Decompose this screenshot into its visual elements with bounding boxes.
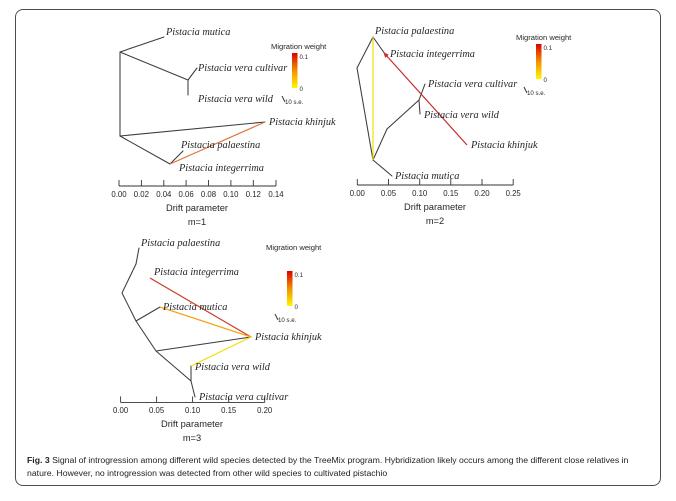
svg-text:Pistacia khinjuk: Pistacia khinjuk: [254, 332, 322, 343]
svg-text:0.05: 0.05: [149, 406, 165, 415]
svg-text:0.20: 0.20: [257, 406, 273, 415]
svg-text:m=3: m=3: [183, 433, 201, 443]
svg-text:0: 0: [300, 86, 304, 93]
svg-text:Pistacia palaestina: Pistacia palaestina: [180, 140, 260, 151]
svg-text:0.15: 0.15: [443, 189, 459, 198]
svg-text:Pistacia vera wild: Pistacia vera wild: [197, 94, 274, 105]
svg-text:Pistacia mutica: Pistacia mutica: [165, 27, 230, 38]
svg-text:0.1: 0.1: [544, 45, 553, 52]
svg-text:0: 0: [295, 304, 299, 311]
svg-text:0.10: 0.10: [185, 406, 201, 415]
svg-text:10 s.e.: 10 s.e.: [278, 317, 297, 324]
svg-text:0.00: 0.00: [350, 189, 366, 198]
svg-text:Pistacia integerrima: Pistacia integerrima: [389, 49, 475, 60]
svg-text:0.00: 0.00: [113, 406, 129, 415]
svg-text:0.00: 0.00: [111, 190, 127, 199]
svg-text:0.20: 0.20: [474, 189, 490, 198]
svg-text:Drift parameter: Drift parameter: [161, 419, 223, 429]
svg-text:Pistacia palaestina: Pistacia palaestina: [374, 26, 454, 37]
svg-text:0.02: 0.02: [134, 190, 149, 199]
svg-text:0.12: 0.12: [246, 190, 261, 199]
svg-text:0.06: 0.06: [179, 190, 194, 199]
svg-text:Pistacia vera wild: Pistacia vera wild: [194, 362, 271, 373]
svg-text:Drift parameter: Drift parameter: [166, 203, 228, 213]
svg-text:Drift parameter: Drift parameter: [404, 202, 466, 212]
svg-text:Pistacia khinjuk: Pistacia khinjuk: [268, 117, 336, 128]
svg-text:Migration weight: Migration weight: [266, 243, 322, 252]
svg-text:Pistacia mutica: Pistacia mutica: [394, 171, 459, 182]
svg-text:m=1: m=1: [188, 217, 206, 227]
svg-text:Pistacia vera wild: Pistacia vera wild: [423, 110, 500, 121]
svg-text:m=2: m=2: [426, 216, 444, 226]
svg-text:0.04: 0.04: [156, 190, 172, 199]
svg-text:0.1: 0.1: [295, 272, 304, 279]
svg-text:0.1: 0.1: [300, 54, 309, 61]
svg-text:Pistacia integerrima: Pistacia integerrima: [153, 267, 239, 278]
svg-text:Pistacia vera cultivar: Pistacia vera cultivar: [197, 63, 288, 74]
svg-text:0.15: 0.15: [221, 406, 237, 415]
svg-text:Pistacia khinjuk: Pistacia khinjuk: [470, 140, 538, 151]
svg-text:0: 0: [544, 77, 548, 84]
svg-text:0.10: 0.10: [223, 190, 239, 199]
svg-text:10 s.e.: 10 s.e.: [285, 99, 304, 106]
svg-text:Pistacia palaestina: Pistacia palaestina: [140, 238, 220, 249]
svg-text:0.10: 0.10: [412, 189, 428, 198]
svg-text:0.25: 0.25: [506, 189, 522, 198]
svg-text:Pistacia integerrima: Pistacia integerrima: [178, 163, 264, 174]
svg-text:0.08: 0.08: [201, 190, 216, 199]
svg-text:10 s.e.: 10 s.e.: [527, 90, 546, 97]
svg-text:Pistacia vera cultivar: Pistacia vera cultivar: [427, 79, 518, 90]
svg-text:Pistacia mutica: Pistacia mutica: [162, 302, 227, 313]
svg-text:0.14: 0.14: [268, 190, 284, 199]
svg-text:0.05: 0.05: [381, 189, 397, 198]
svg-text:Pistacia vera cultivar: Pistacia vera cultivar: [198, 392, 289, 403]
svg-text:Migration weight: Migration weight: [271, 42, 327, 51]
svg-text:Migration weight: Migration weight: [516, 33, 572, 42]
